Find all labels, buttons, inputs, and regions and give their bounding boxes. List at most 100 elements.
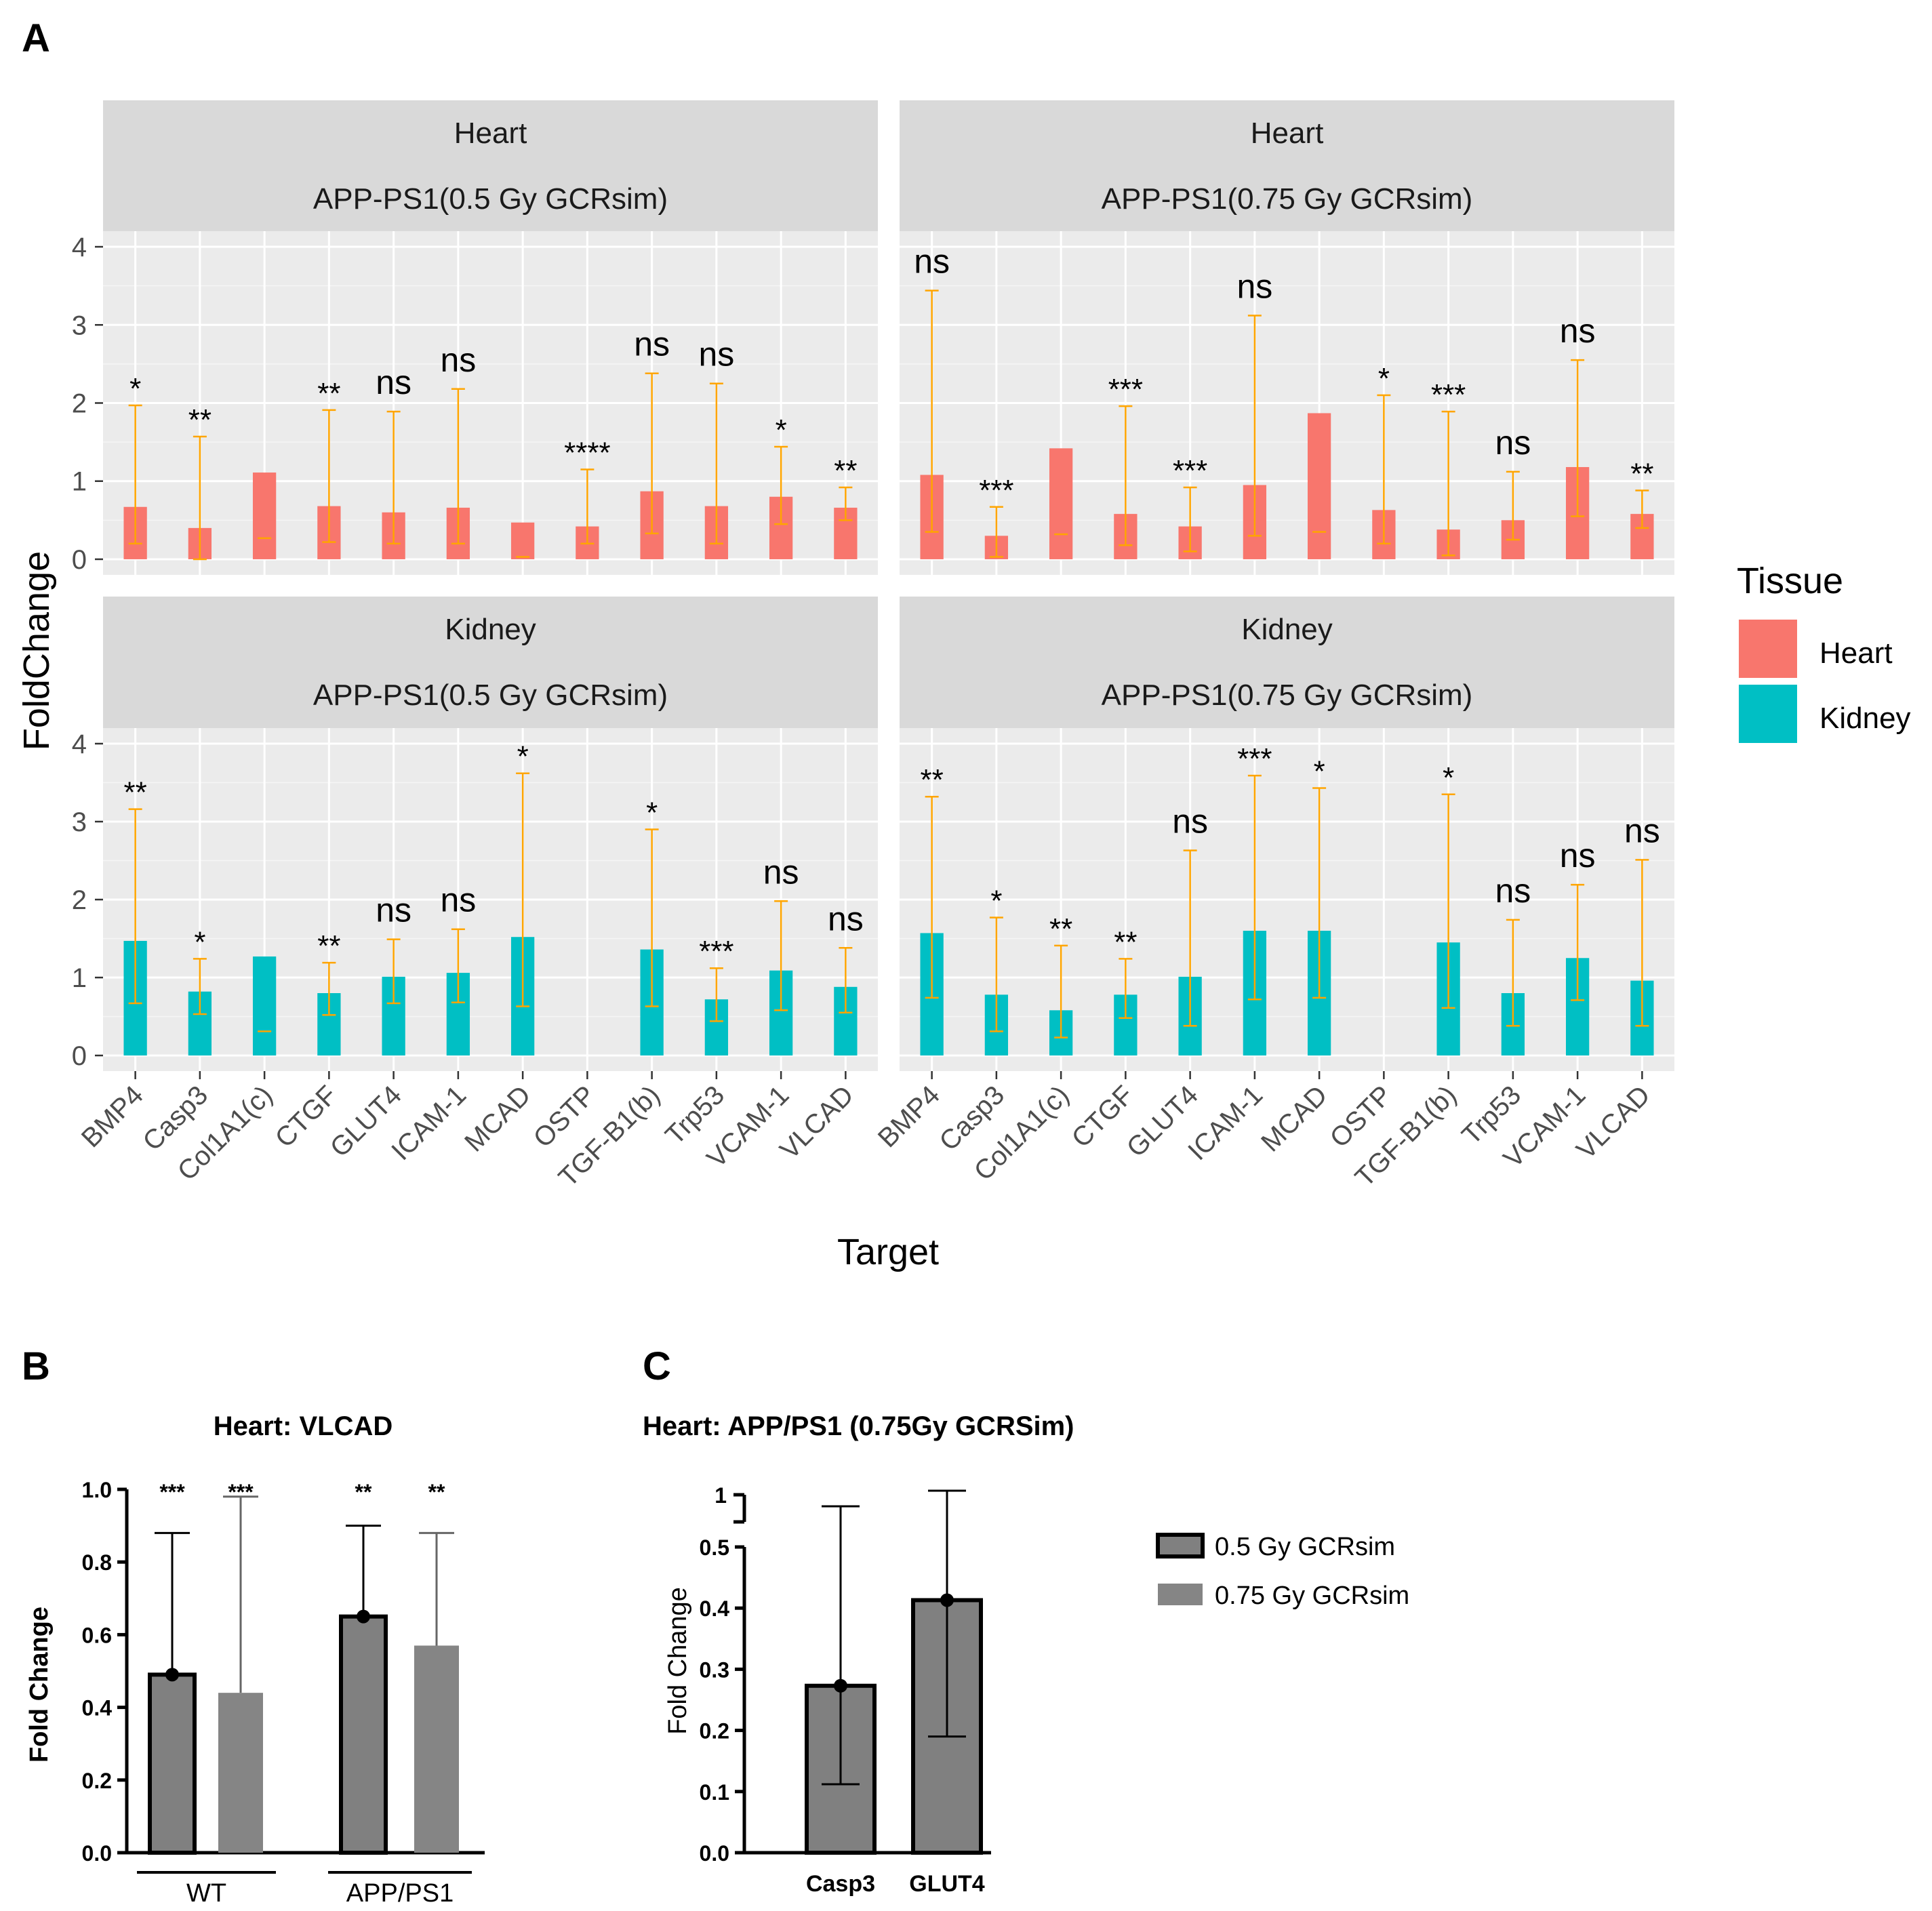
significance-stars: *** [979,474,1013,507]
facet-strip-group: APP-PS1(0.75 Gy GCRsim) [1102,182,1473,216]
significance-stars: *** [699,935,733,968]
significance-ns: ns [1172,803,1208,841]
facet-strip-group: APP-PS1(0.5 Gy GCRsim) [313,182,668,216]
c-y-axis-title: Fold Change [664,1587,692,1735]
b-y-tick-label: 0.8 [82,1550,112,1575]
significance-stars: ** [1114,925,1137,959]
significance-stars: ** [124,776,147,809]
significance-stars: ** [317,929,340,963]
bc-legend: 0.5 Gy GCRsim 0.75 Gy GCRsim [1156,1533,1409,1610]
significance-ns: ns [828,900,864,938]
significance-stars: * [129,372,141,405]
b-significance: *** [228,1480,254,1504]
legend-key-075gy [1158,1584,1203,1605]
y-tick-label: 3 [72,807,87,837]
panel-b-chart: 0.0 0.2 0.4 0.6 0.8 1.0 *** *** WT ** ** APP/PS1 [82,1478,485,1908]
b-bar-APP/PS1-1 [414,1645,459,1853]
significance-ns: ns [376,891,411,929]
y-tick-label: 2 [72,885,87,915]
significance-ns: ns [376,363,411,401]
y-tick-label: 3 [72,310,87,340]
a-x-axis-title: Target [837,1232,939,1272]
b-significance: ** [355,1480,372,1504]
c-title: Heart: APP/PS1 (0.75Gy GCRSim) [643,1411,1074,1441]
significance-ns: ns [1495,872,1531,910]
y-tick-label: 0 [72,545,87,575]
c-y-tick-label: 0.0 [700,1841,729,1866]
x-tick-label: MCAD [459,1080,536,1157]
b-y-tick-label: 1.0 [82,1478,112,1502]
facet-strip-tissue: Heart [1251,117,1324,150]
y-tick-label: 4 [72,729,87,759]
bar-MCAD [1307,413,1331,559]
b-y-tick-label: 0.6 [82,1623,112,1647]
b-group-label: WT [186,1879,226,1908]
b-title: Heart: VLCAD [214,1411,393,1441]
b-y-tick-label: 0.4 [82,1696,113,1721]
b-significance: ** [428,1480,445,1504]
facet-strip [103,100,878,231]
facet-strip-group: APP-PS1(0.5 Gy GCRsim) [313,679,668,712]
significance-stars: * [1314,755,1325,788]
significance-stars: * [646,797,658,830]
significance-stars: ** [188,403,212,437]
significance-ns: ns [914,243,950,281]
significance-ns: ns [1495,424,1531,462]
legend-label-075gy: 0.75 Gy GCRsim [1215,1582,1409,1610]
significance-ns: ns [1560,312,1596,350]
significance-stars: *** [1431,378,1466,411]
panel-c-letter: C [643,1344,671,1388]
bar-Col1A1(c) [252,472,277,559]
significance-stars: *** [1237,742,1272,776]
legend-label-kidney: Kidney [1819,702,1911,735]
b-data-point [165,1668,179,1682]
legend-key-05gy [1156,1533,1205,1558]
b-significance: *** [159,1480,185,1504]
significance-ns: ns [1236,267,1272,305]
significance-stars: ** [1630,458,1653,491]
significance-stars: *** [1108,373,1143,406]
y-tick-label: 0 [72,1041,87,1071]
b-y-tick-label: 0.0 [82,1841,112,1866]
c-y-tick-label: 0.5 [700,1535,729,1560]
significance-stars: * [776,414,787,447]
significance-stars: *** [1173,454,1207,487]
significance-stars: **** [564,436,611,469]
b-bar-WT-1 [218,1693,263,1853]
significance-stars: * [990,884,1002,917]
significance-stars: * [1378,362,1390,395]
panel-b-letter: B [22,1344,50,1388]
significance-ns: ns [1624,811,1660,849]
b-bar-APP/PS1-0 [339,1614,388,1855]
facet-strip [900,597,1674,728]
b-y-axis-title: Fold Change [25,1607,54,1763]
significance-ns: ns [634,325,670,363]
facet-strip [103,597,878,728]
bar-MCAD [510,522,535,559]
c-x-tick-label: Casp3 [806,1871,875,1897]
a-y-axis-title: FoldChange [16,551,57,750]
significance-ns: ns [698,336,734,374]
legend-key-kidney [1739,685,1797,743]
facet-strip [900,100,1674,231]
c-y-tick-label: 0.2 [700,1719,729,1744]
significance-stars: ** [1049,912,1072,946]
b-data-point [357,1609,370,1624]
significance-ns: ns [440,881,476,919]
a-legend: Tissue Heart Kidney [1737,561,1911,743]
x-tick-label: MCAD [1255,1080,1333,1157]
significance-stars: * [517,740,529,773]
significance-stars: ** [921,763,944,797]
bar-Col1A1(c) [1049,448,1073,559]
b-y-tick-label: 0.2 [82,1769,112,1793]
panel-c-chart: 1 0.0 0.1 0.2 0.3 0.4 0.5 Casp3 GLUT4 [700,1483,991,1897]
significance-stars: * [194,925,205,959]
x-tick-label: VLCAD [774,1080,859,1165]
legend-label-heart: Heart [1819,637,1893,670]
x-tick-label: VLCAD [1571,1080,1655,1165]
significance-ns: ns [440,341,476,379]
b-bar-WT-0 [148,1672,197,1855]
facet-strip-tissue: Kidney [1241,613,1333,646]
